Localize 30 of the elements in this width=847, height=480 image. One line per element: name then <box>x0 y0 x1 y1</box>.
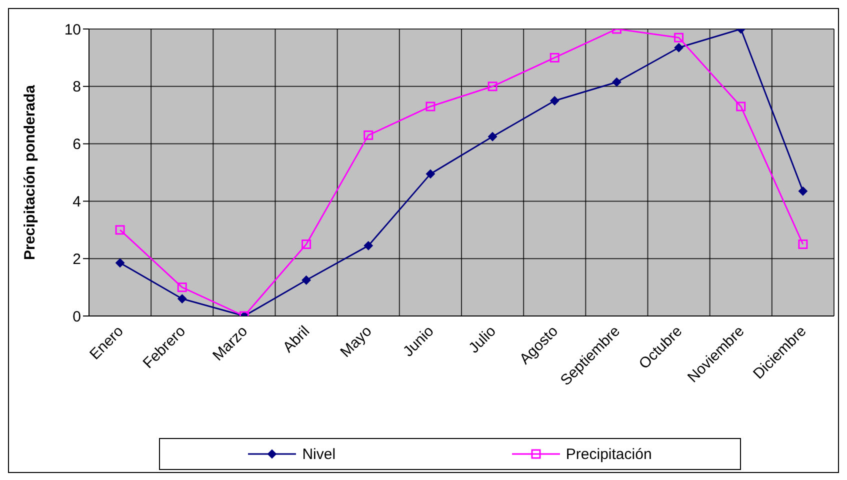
y-axis-title: Precipitación ponderada <box>21 84 38 260</box>
point <box>674 32 684 42</box>
point <box>612 78 622 87</box>
point <box>798 186 808 196</box>
point <box>798 240 808 249</box>
legend-label: Precipitación <box>566 446 652 462</box>
y-tick-label: 6 <box>72 136 81 154</box>
point <box>736 102 746 112</box>
x-tick-label: Julio <box>466 322 500 357</box>
point <box>426 102 436 112</box>
point <box>302 276 311 285</box>
y-tick-label: 2 <box>72 250 81 268</box>
y-tick-label: 4 <box>72 194 81 211</box>
point <box>426 169 435 178</box>
point <box>674 43 684 52</box>
point <box>115 225 125 235</box>
point <box>550 52 560 62</box>
y-tick-label: 8 <box>72 78 81 96</box>
point <box>302 240 312 249</box>
point <box>116 258 125 268</box>
point <box>177 282 187 292</box>
y-tick-label: 10 <box>64 21 81 38</box>
point <box>364 241 373 250</box>
point <box>364 130 374 140</box>
point <box>488 82 498 92</box>
point <box>488 132 498 142</box>
y-tick-label: 0 <box>72 308 81 326</box>
point <box>178 294 187 304</box>
point <box>550 96 560 106</box>
legend-label: Nivel <box>302 446 336 462</box>
